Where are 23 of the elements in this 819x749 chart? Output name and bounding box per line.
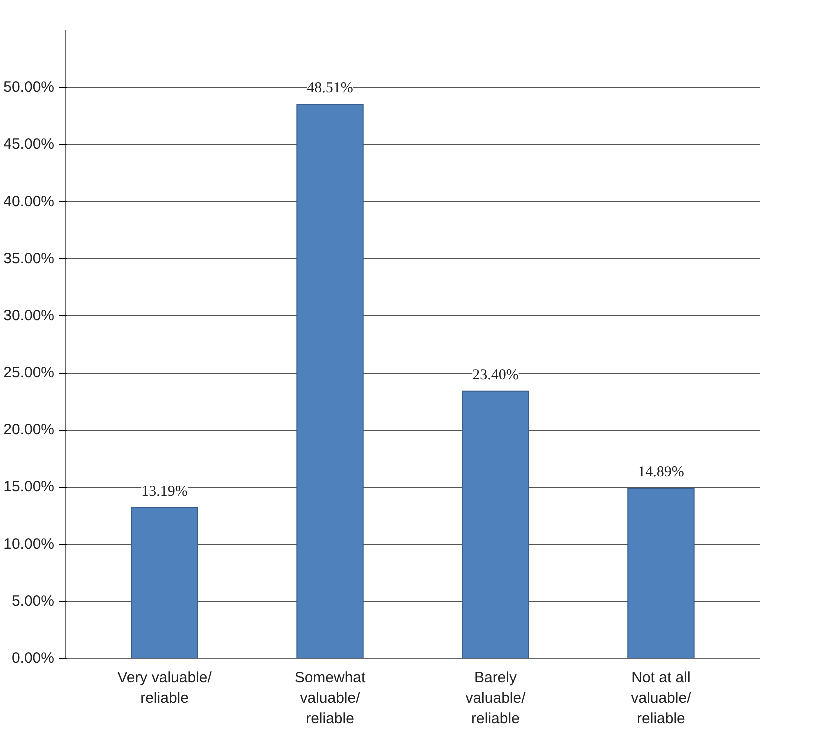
y-tick-label: 40.00%	[4, 193, 54, 210]
y-tick-label: 35.00%	[4, 250, 54, 268]
y-tick-label: 25.00%	[4, 364, 54, 382]
y-tick-label: 45.00%	[4, 136, 54, 154]
y-tick-label: 5.00%	[12, 592, 55, 610]
x-tick-label: Somewhat valuable/ reliable	[294, 670, 367, 728]
bar	[131, 507, 198, 658]
data-label: 48.51%	[307, 80, 354, 97]
bar	[628, 488, 695, 658]
data-label: 13.19%	[142, 484, 188, 500]
data-label: 23.40%	[472, 367, 519, 384]
x-tick-label: Barely valuable/ reliable	[466, 670, 527, 728]
data-label: 14.89%	[638, 464, 684, 480]
y-tick-label: 10.00%	[4, 536, 54, 553]
y-tick-label: 50.00%	[4, 79, 54, 96]
bar	[462, 390, 530, 658]
y-tick-label: 20.00%	[4, 422, 54, 439]
x-tick-label: Very valuable/ reliable	[118, 670, 213, 707]
y-tick-label: 0.00%	[12, 650, 55, 667]
y-tick-label: 15.00%	[4, 478, 54, 496]
y-tick-label: 30.00%	[4, 307, 54, 324]
x-tick-label: Not at all valuable/ reliable	[631, 670, 692, 728]
bar	[296, 104, 364, 658]
